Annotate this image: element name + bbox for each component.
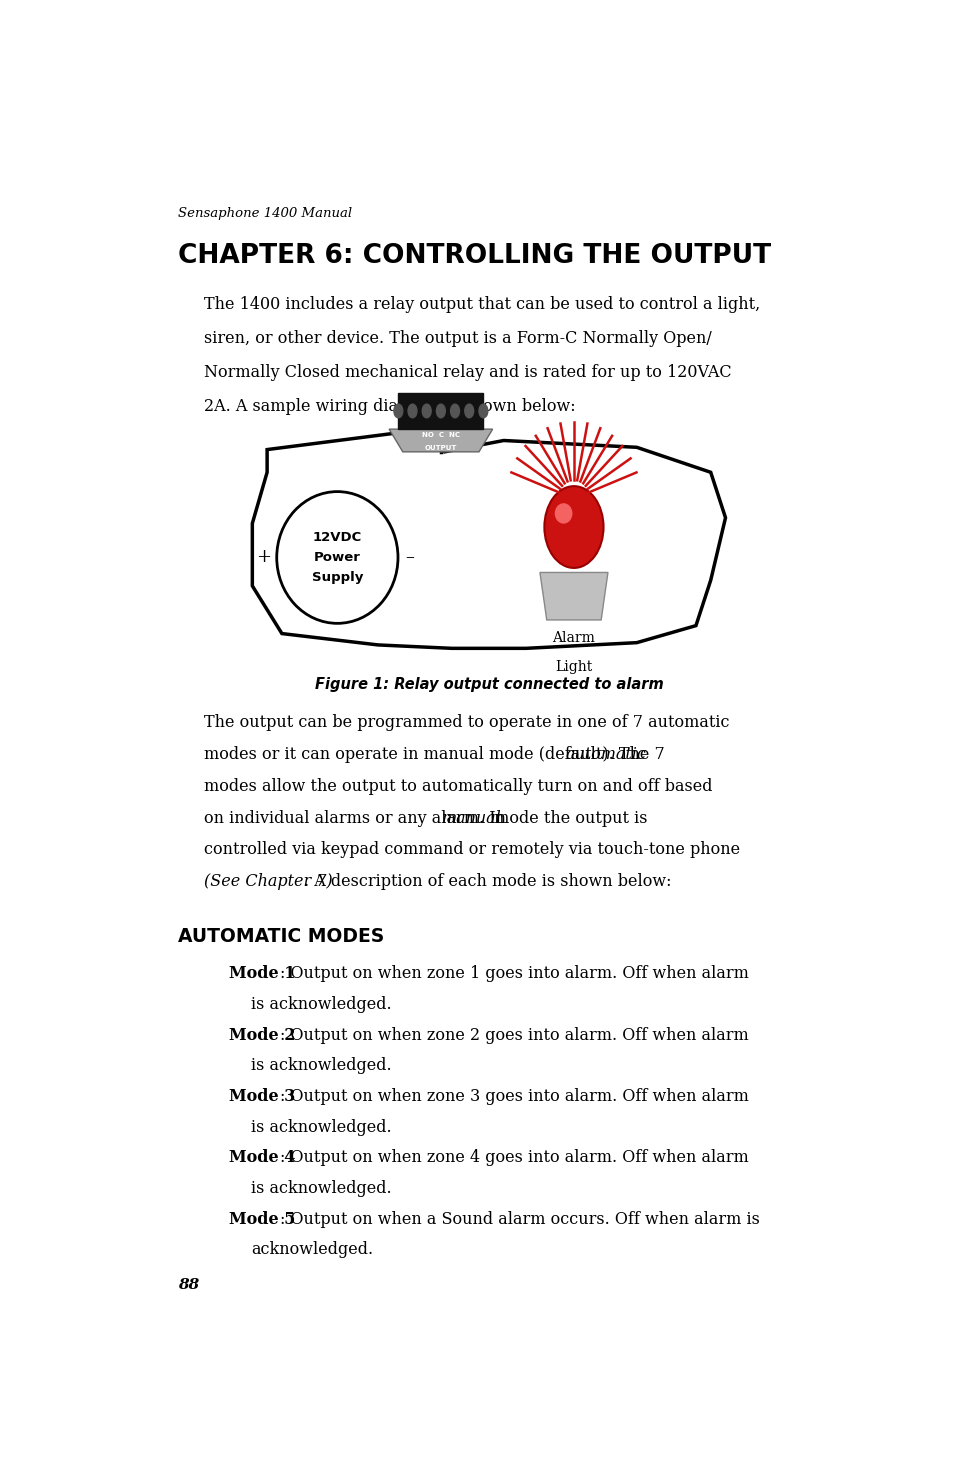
Text: acknowledged.: acknowledged.	[251, 1240, 373, 1258]
Text: mode the output is: mode the output is	[488, 810, 646, 826]
Polygon shape	[252, 432, 724, 649]
Ellipse shape	[276, 491, 397, 624]
Text: Mode 1: Mode 1	[229, 965, 294, 982]
Text: modes or it can operate in manual mode (default). The 7: modes or it can operate in manual mode (…	[204, 746, 669, 763]
Circle shape	[464, 404, 473, 417]
Text: +: +	[255, 549, 271, 566]
Text: Sensaphone 1400 Manual: Sensaphone 1400 Manual	[178, 207, 353, 220]
Text: OUTPUT: OUTPUT	[424, 445, 456, 451]
Text: is acknowledged.: is acknowledged.	[251, 996, 391, 1013]
Text: The output can be programmed to operate in one of 7 automatic: The output can be programmed to operate …	[204, 714, 729, 732]
Text: : Output on when zone 3 goes into alarm. Off when alarm: : Output on when zone 3 goes into alarm.…	[280, 1089, 748, 1105]
Text: Mode 2: Mode 2	[229, 1027, 294, 1043]
Text: automatic: automatic	[565, 746, 645, 763]
Text: Supply: Supply	[312, 571, 363, 584]
Text: . A description of each mode is shown below:: . A description of each mode is shown be…	[304, 873, 671, 891]
Circle shape	[408, 404, 416, 417]
Text: Mode 3: Mode 3	[229, 1089, 294, 1105]
Text: 88: 88	[178, 1279, 199, 1292]
Text: controlled via keypad command or remotely via touch-tone phone: controlled via keypad command or remotel…	[204, 841, 740, 858]
Ellipse shape	[544, 487, 603, 568]
Text: The 1400 includes a relay output that can be used to control a light,: The 1400 includes a relay output that ca…	[204, 296, 760, 313]
Text: modes allow the output to automatically turn on and off based: modes allow the output to automatically …	[204, 777, 712, 795]
Text: Mode 5: Mode 5	[229, 1211, 294, 1227]
Circle shape	[478, 404, 487, 417]
Polygon shape	[398, 392, 483, 429]
Circle shape	[436, 404, 445, 417]
Text: : Output on when zone 4 goes into alarm. Off when alarm: : Output on when zone 4 goes into alarm.…	[280, 1149, 748, 1167]
Text: on individual alarms or any alarm. In: on individual alarms or any alarm. In	[204, 810, 511, 826]
Polygon shape	[389, 429, 492, 451]
Text: NO  C  NC: NO C NC	[421, 432, 459, 438]
Text: Power: Power	[314, 552, 360, 563]
Text: : Output on when a Sound alarm occurs. Off when alarm is: : Output on when a Sound alarm occurs. O…	[280, 1211, 760, 1227]
Text: is acknowledged.: is acknowledged.	[251, 1180, 391, 1196]
Text: siren, or other device. The output is a Form-C Normally Open/: siren, or other device. The output is a …	[204, 330, 711, 347]
Text: Figure 1: Relay output connected to alarm: Figure 1: Relay output connected to alar…	[314, 677, 662, 692]
Circle shape	[450, 404, 459, 417]
Text: 2A. A sample wiring diagram is shown below:: 2A. A sample wiring diagram is shown bel…	[204, 398, 576, 416]
Text: Light: Light	[555, 659, 592, 674]
Text: : Output on when zone 1 goes into alarm. Off when alarm: : Output on when zone 1 goes into alarm.…	[280, 965, 748, 982]
Text: is acknowledged.: is acknowledged.	[251, 1058, 391, 1074]
Text: AUTOMATIC MODES: AUTOMATIC MODES	[178, 926, 384, 945]
Text: Normally Closed mechanical relay and is rated for up to 120VAC: Normally Closed mechanical relay and is …	[204, 364, 731, 382]
Circle shape	[394, 404, 402, 417]
Text: Alarm: Alarm	[552, 631, 595, 645]
Text: –: –	[405, 549, 414, 566]
Ellipse shape	[554, 503, 572, 524]
Text: (See Chapter 7): (See Chapter 7)	[204, 873, 333, 891]
Text: manual: manual	[442, 810, 501, 826]
Text: Mode 4: Mode 4	[229, 1149, 294, 1167]
Text: : Output on when zone 2 goes into alarm. Off when alarm: : Output on when zone 2 goes into alarm.…	[280, 1027, 748, 1043]
Text: 12VDC: 12VDC	[313, 531, 361, 543]
Text: is acknowledged.: is acknowledged.	[251, 1118, 391, 1136]
Polygon shape	[539, 572, 607, 620]
Circle shape	[422, 404, 431, 417]
Text: CHAPTER 6: CONTROLLING THE OUTPUT: CHAPTER 6: CONTROLLING THE OUTPUT	[178, 243, 771, 268]
